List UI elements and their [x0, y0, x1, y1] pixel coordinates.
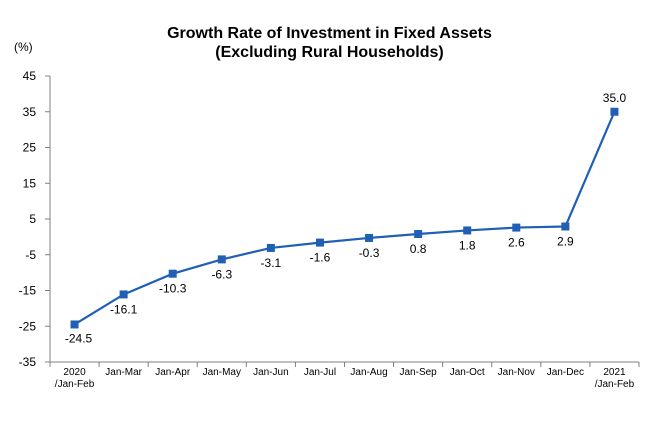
data-label: -1.6 [310, 251, 331, 265]
data-point-marker [168, 269, 177, 278]
data-point-marker [463, 226, 472, 235]
x-tick-label: /Jan-Feb [595, 379, 635, 390]
data-label: -0.3 [359, 246, 380, 260]
x-tick-label: 2021 [603, 367, 626, 378]
x-tick-label: Jan-Sep [400, 367, 438, 378]
x-tick-label: Jan-Nov [498, 367, 535, 378]
x-tick-label: Jan-May [203, 367, 241, 378]
data-label: 35.0 [603, 91, 627, 105]
data-label: 1.8 [459, 238, 476, 252]
x-tick-label: /Jan-Feb [55, 379, 95, 390]
x-tick-label: Jan-Dec [547, 367, 584, 378]
chart-subtitle: (Excluding Rural Households) [215, 44, 444, 61]
y-tick-label: 25 [23, 141, 37, 155]
x-tick-label: Jan-Aug [350, 367, 387, 378]
y-tick-label: -35 [19, 355, 37, 369]
x-tick-label: Jan-Jul [304, 367, 336, 378]
x-tick-label: Jan-Apr [155, 367, 191, 378]
data-point-marker [365, 233, 374, 242]
y-tick-label: -5 [25, 248, 36, 262]
data-point-marker [315, 238, 324, 247]
y-tick-label: 35 [23, 105, 37, 119]
y-tick-label: 45 [23, 69, 37, 83]
data-point-marker [266, 243, 275, 252]
series-line [73, 111, 616, 326]
x-tick-label: Jan-Jun [253, 367, 289, 378]
x-tick-label: 2020 [63, 367, 86, 378]
y-tick-label: 5 [29, 212, 36, 226]
data-point-marker [610, 107, 619, 116]
data-point-marker [217, 255, 226, 264]
data-point-marker [414, 230, 423, 239]
x-tick-label: Jan-Oct [450, 367, 485, 378]
data-point-marker [70, 320, 79, 329]
x-tick-label: Jan-Mar [105, 367, 142, 378]
y-tick-label: -25 [19, 319, 37, 333]
data-point-marker [561, 222, 570, 231]
data-label: -24.5 [65, 331, 93, 345]
y-axis-unit-label: (%) [14, 40, 33, 54]
data-label: 2.9 [557, 235, 574, 249]
data-label: -10.3 [159, 282, 187, 296]
data-point-marker [119, 290, 128, 299]
data-label: -3.1 [261, 256, 282, 270]
data-point-marker [512, 223, 521, 232]
data-label: -16.1 [110, 302, 138, 316]
chart-title: Growth Rate of Investment in Fixed Asset… [167, 25, 492, 42]
y-tick-label: -15 [19, 284, 37, 298]
y-tick-label: 15 [23, 176, 37, 190]
data-label: 0.8 [410, 242, 427, 256]
data-label: 2.6 [508, 236, 525, 250]
data-label: -6.3 [211, 267, 232, 281]
